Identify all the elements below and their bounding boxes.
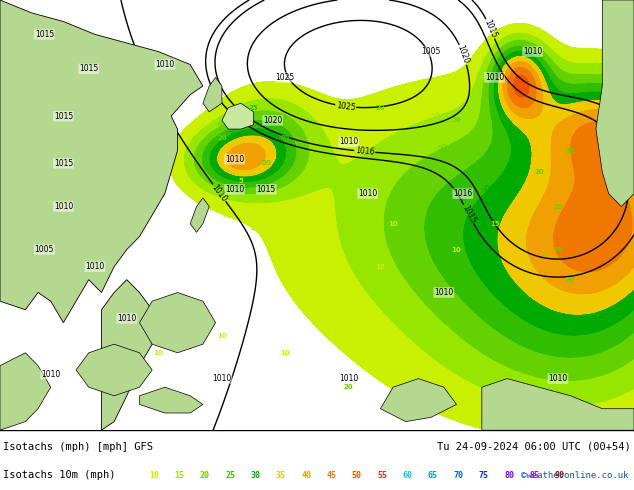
Text: 25: 25 xyxy=(281,135,290,141)
Text: 1015: 1015 xyxy=(460,204,477,225)
Text: 40: 40 xyxy=(301,470,311,480)
Text: 1010: 1010 xyxy=(212,374,231,383)
Text: 85: 85 xyxy=(529,470,540,480)
Text: 10: 10 xyxy=(249,225,259,231)
Text: ©weatheronline.co.uk: ©weatheronline.co.uk xyxy=(521,470,629,480)
Text: 10: 10 xyxy=(280,350,290,356)
Text: 10: 10 xyxy=(344,341,354,347)
Text: 1010: 1010 xyxy=(548,374,567,383)
Text: 70: 70 xyxy=(453,470,463,480)
Text: 25: 25 xyxy=(225,470,235,480)
Polygon shape xyxy=(482,379,634,430)
Text: 50: 50 xyxy=(352,470,362,480)
Text: 65: 65 xyxy=(428,470,438,480)
Text: 55: 55 xyxy=(377,470,387,480)
Text: 25: 25 xyxy=(486,111,496,122)
Text: 15: 15 xyxy=(174,470,184,480)
Text: 90: 90 xyxy=(555,470,565,480)
Text: 10: 10 xyxy=(325,246,335,252)
Text: 1025: 1025 xyxy=(276,73,295,82)
Text: 25: 25 xyxy=(249,104,258,111)
Text: 80: 80 xyxy=(504,470,514,480)
Text: Tu 24-09-2024 06:00 UTC (00+54): Tu 24-09-2024 06:00 UTC (00+54) xyxy=(437,442,631,452)
Polygon shape xyxy=(203,77,222,112)
Text: 1005: 1005 xyxy=(422,47,441,56)
Polygon shape xyxy=(596,0,634,206)
Text: 1015: 1015 xyxy=(54,159,73,168)
Polygon shape xyxy=(139,387,203,413)
Text: 1010: 1010 xyxy=(485,73,504,82)
Text: 20: 20 xyxy=(375,104,385,111)
Text: 20: 20 xyxy=(216,119,229,131)
Text: 15: 15 xyxy=(489,220,500,227)
Text: 1010: 1010 xyxy=(339,138,358,147)
Text: 1015: 1015 xyxy=(79,64,98,74)
Text: 1010: 1010 xyxy=(41,370,60,379)
Text: 1010: 1010 xyxy=(210,182,229,203)
Text: 5: 5 xyxy=(238,178,243,184)
Text: 15: 15 xyxy=(312,178,322,184)
Text: 1010: 1010 xyxy=(358,189,377,198)
Text: 10: 10 xyxy=(217,333,227,339)
Text: 45: 45 xyxy=(327,470,337,480)
Text: 20: 20 xyxy=(553,246,563,252)
Text: 30: 30 xyxy=(250,470,261,480)
Polygon shape xyxy=(190,198,209,232)
Text: 75: 75 xyxy=(479,470,489,480)
Text: 20: 20 xyxy=(451,118,462,123)
Text: 20: 20 xyxy=(534,169,544,175)
Polygon shape xyxy=(76,344,152,396)
Text: 10: 10 xyxy=(375,264,385,270)
Text: 1005: 1005 xyxy=(81,103,100,124)
Text: 10: 10 xyxy=(221,210,233,222)
Text: 20: 20 xyxy=(217,135,227,141)
Polygon shape xyxy=(101,280,152,430)
Text: 20: 20 xyxy=(566,147,576,153)
Text: 60: 60 xyxy=(403,470,413,480)
Text: 1015: 1015 xyxy=(482,18,498,39)
Polygon shape xyxy=(0,353,51,430)
Text: 10: 10 xyxy=(388,220,398,227)
Text: 15: 15 xyxy=(430,111,443,122)
Text: 1015: 1015 xyxy=(257,185,276,194)
Text: Isotachs (mph) [mph] GFS: Isotachs (mph) [mph] GFS xyxy=(3,442,153,452)
Text: 1010: 1010 xyxy=(117,314,136,323)
Text: 30: 30 xyxy=(228,128,240,140)
Text: 20: 20 xyxy=(566,277,576,283)
Text: 10: 10 xyxy=(451,246,462,252)
Polygon shape xyxy=(380,379,456,421)
Text: 1015: 1015 xyxy=(54,112,73,121)
Text: 20: 20 xyxy=(261,161,271,167)
Text: Isotachs 10m (mph): Isotachs 10m (mph) xyxy=(3,470,115,480)
Text: 10: 10 xyxy=(618,423,630,435)
Text: 10: 10 xyxy=(299,212,309,218)
Text: 1010: 1010 xyxy=(523,47,542,56)
Text: 1016: 1016 xyxy=(354,146,375,157)
Text: 1020: 1020 xyxy=(456,44,471,65)
Text: 30: 30 xyxy=(481,184,495,197)
Text: 25: 25 xyxy=(237,118,249,129)
Polygon shape xyxy=(0,0,203,323)
Text: 20: 20 xyxy=(553,203,563,210)
Text: 10: 10 xyxy=(153,350,164,356)
Text: 1020: 1020 xyxy=(263,116,282,125)
Text: 1010: 1010 xyxy=(225,155,244,164)
Text: 1010: 1010 xyxy=(225,185,244,194)
Text: 20: 20 xyxy=(344,384,354,390)
Polygon shape xyxy=(139,293,216,353)
Text: 1010: 1010 xyxy=(339,374,358,383)
Text: 1025: 1025 xyxy=(335,101,356,112)
Text: 1010: 1010 xyxy=(54,202,73,211)
Text: 20: 20 xyxy=(437,142,450,154)
Text: 1005: 1005 xyxy=(35,245,54,254)
Text: 1010: 1010 xyxy=(86,262,105,271)
Text: 35: 35 xyxy=(276,470,286,480)
Text: 1010: 1010 xyxy=(155,60,174,69)
Text: 10: 10 xyxy=(149,470,159,480)
Text: 20: 20 xyxy=(200,470,210,480)
Polygon shape xyxy=(222,103,254,129)
Text: 1010: 1010 xyxy=(434,288,453,297)
Text: 1016: 1016 xyxy=(453,189,472,198)
Text: 1015: 1015 xyxy=(35,30,54,39)
